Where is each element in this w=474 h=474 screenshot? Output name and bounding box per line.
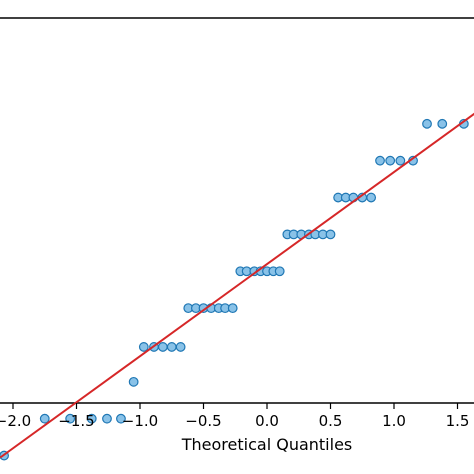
x-axis-label: Theoretical Quantiles [181,435,353,454]
data-point [385,155,396,166]
x-tick-label: 0.5 [319,412,343,430]
data-point [86,413,97,424]
data-point [227,303,238,314]
reference-line [0,112,474,459]
x-axis-ticks: −2.0 −1.5 −1.0 −0.5 0.0 0.5 1.0 1.5 [0,403,469,430]
data-point [274,266,285,277]
x-tick-label: −2.0 [0,412,31,430]
x-tick-label: 1.5 [446,412,470,430]
data-point [116,413,126,424]
data-point [65,413,76,424]
data-point [366,192,377,203]
data-point [422,118,432,129]
data-points [0,118,469,461]
x-tick-label: −0.5 [185,412,221,430]
data-point [39,413,50,424]
data-point [138,342,149,352]
reference-line-group [0,112,474,459]
data-point [437,118,448,129]
x-tick-label: −1.0 [122,412,158,430]
data-point [157,342,168,352]
x-tick-label: 1.0 [382,412,406,430]
x-tick-label: −1.5 [58,412,94,430]
data-point [128,376,139,387]
data-point [375,155,385,166]
data-point [102,413,112,424]
x-tick-label: 0.0 [255,412,279,430]
data-point [166,342,177,352]
data-point [175,342,186,352]
data-point [395,155,406,166]
plot-area: −2.0 −1.5 −1.0 −0.5 0.0 0.5 1.0 1.5 [0,17,474,461]
data-point [325,229,336,240]
